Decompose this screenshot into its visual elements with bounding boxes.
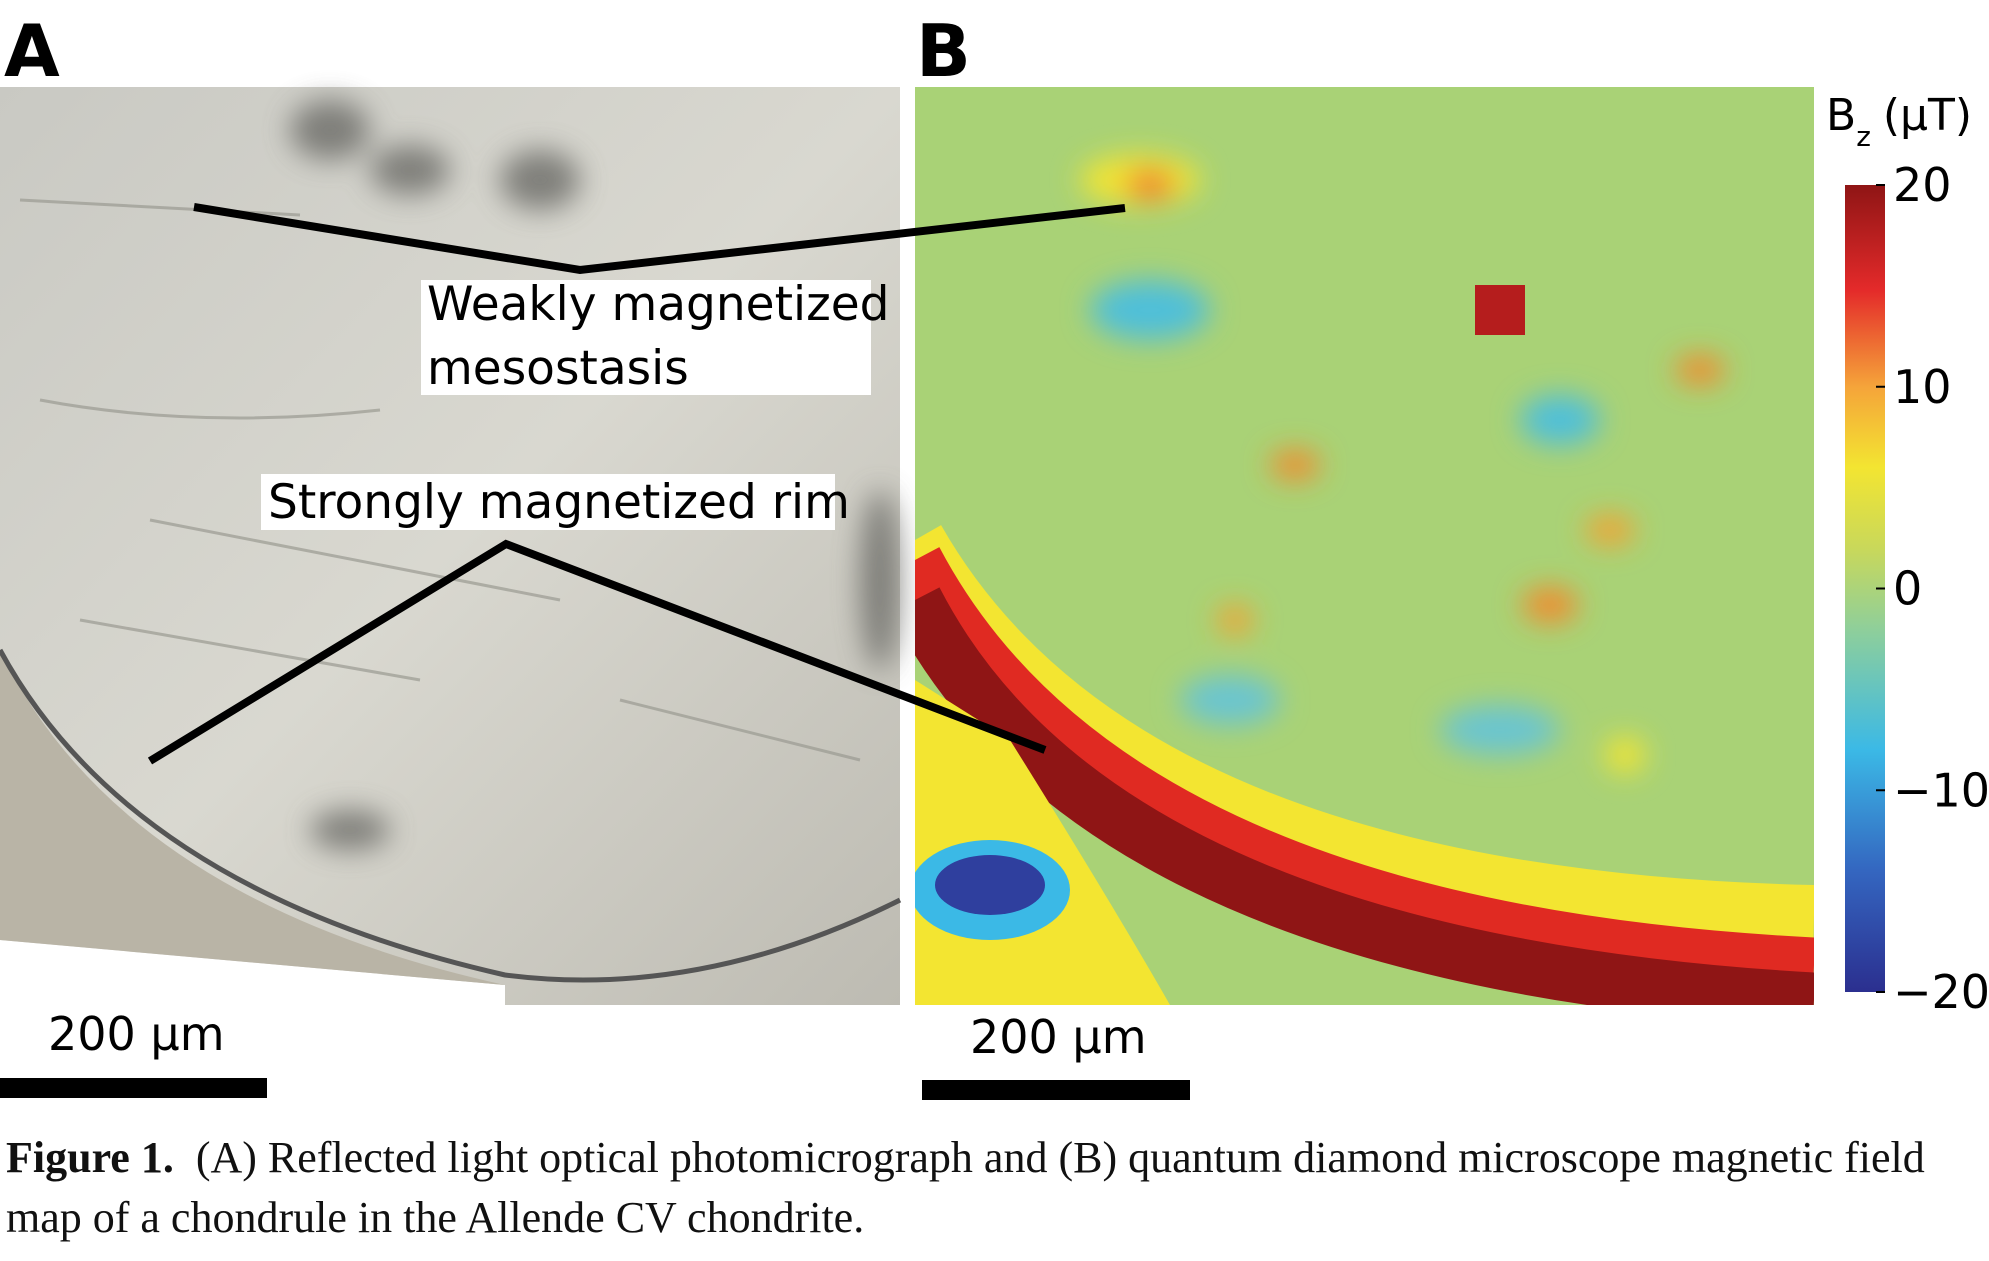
panel-label: B — [916, 9, 971, 93]
colorbar-tick-label: 10 — [1893, 360, 1952, 414]
annotation: mesostasis — [427, 341, 689, 396]
caption-label: Figure 1. — [6, 1133, 174, 1182]
annotation: Weakly magnetized — [427, 277, 890, 332]
colorbar-symbol: B — [1826, 90, 1856, 141]
scale-bar — [0, 1078, 267, 1098]
photomicrograph — [0, 87, 902, 1005]
scale-bar — [922, 1080, 1190, 1100]
colorbar-subscript: z — [1856, 120, 1871, 153]
caption: Figure 1. (A) Reflected light optical ph… — [6, 1128, 1966, 1248]
leader-line — [193, 203, 1126, 275]
label-box — [421, 280, 871, 395]
colorbar-tick-label: −10 — [1893, 763, 1989, 817]
colorbar-label: Bz (μT) — [1826, 90, 1972, 153]
scale-bar-label: 200 μm — [970, 1010, 1147, 1064]
annotation: Strongly magnetized rim — [268, 475, 850, 530]
panel-label: A — [4, 9, 60, 93]
colorbar-tick-label: 0 — [1893, 562, 1922, 616]
scale-bar-label: 200 μm — [48, 1007, 225, 1061]
label-box — [261, 474, 835, 530]
figure: Weakly magnetized mesostasis Strongly ma… — [0, 9, 1989, 1100]
colorbar-tick-label: 20 — [1893, 158, 1952, 212]
leader-line — [147, 539, 1047, 765]
colorbar-unit: (μT) — [1883, 90, 1972, 141]
caption-text: (A) Reflected light optical photomicrogr… — [6, 1133, 1925, 1242]
magnetic-map — [915, 87, 1814, 1005]
colorbar-tick-label: −20 — [1893, 965, 1989, 1019]
